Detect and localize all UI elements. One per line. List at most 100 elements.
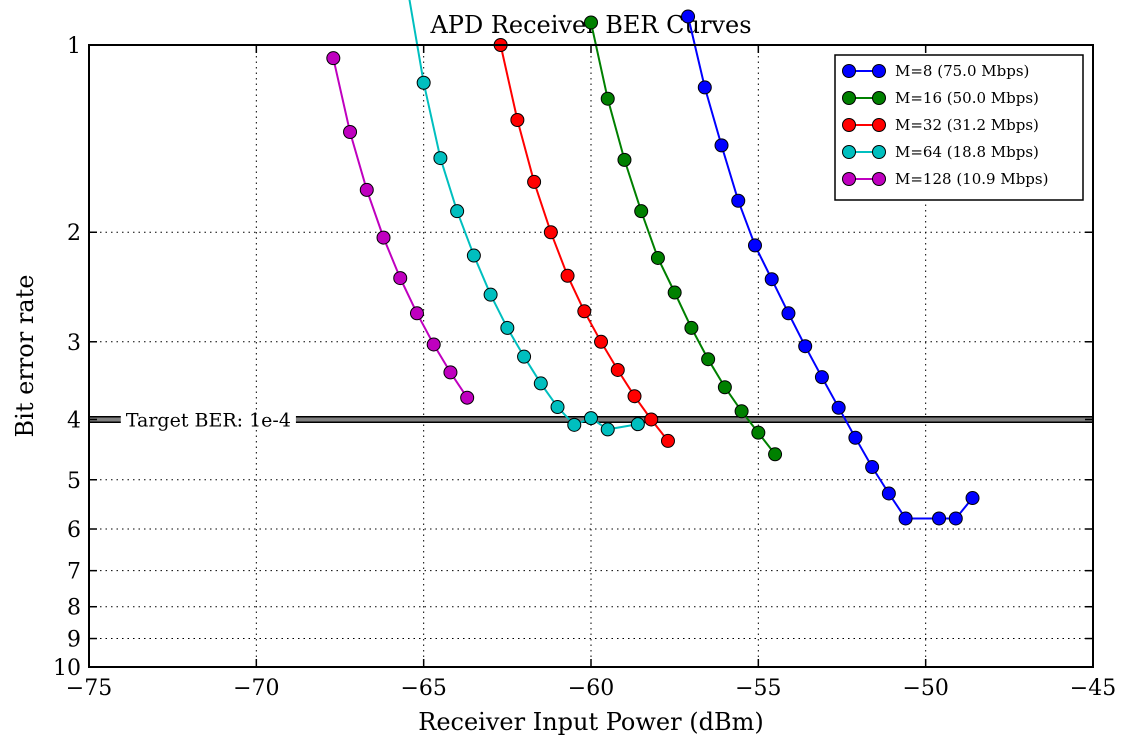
legend-entry: M=16 (50.0 Mbps) (842, 89, 1039, 107)
reference-line-label: Target BER: 1e-4 (126, 409, 291, 431)
data-point (764, 272, 779, 287)
data-point (768, 447, 783, 462)
data-point (577, 304, 592, 319)
y-tick-label: 9 (67, 628, 81, 653)
legend-marker (872, 118, 886, 132)
legend-marker (842, 91, 856, 105)
data-point (717, 380, 732, 395)
legend-marker (872, 64, 886, 78)
reference-label-bg (120, 414, 296, 425)
reference-line-group: Target BER: 1e-4 (89, 409, 1093, 431)
data-point (734, 404, 749, 419)
data-point (426, 337, 441, 352)
legend-marker (872, 145, 886, 159)
ticks: −75 −70 −65 −60 −55 −50 −45 1 2 3 4 5 6 7 8 9 10 (53, 34, 1116, 701)
data-point (948, 511, 963, 526)
data-point (584, 15, 598, 30)
data-point (594, 334, 609, 349)
legend-label: M=64 (18.8 Mbps) (895, 143, 1039, 161)
data-point (965, 491, 980, 506)
data-point (466, 248, 481, 263)
y-tick-label: 2 (67, 221, 81, 246)
data-point (667, 285, 682, 300)
data-point (798, 339, 813, 354)
legend-marker (842, 64, 856, 78)
data-point (617, 152, 632, 167)
x-tick-label: −70 (233, 676, 279, 701)
data-point (630, 417, 645, 432)
y-tick-label: 6 (67, 518, 81, 543)
y-tick-label: 8 (67, 596, 81, 621)
legend: M=8 (75.0 Mbps) M=16 (50.0 Mbps) M=32 (31.… (834, 54, 1084, 201)
data-point (460, 390, 475, 405)
data-point (610, 362, 625, 377)
data-point (600, 91, 615, 106)
data-point (416, 75, 431, 90)
y-tick-label: 3 (67, 331, 81, 356)
data-point (600, 422, 615, 437)
legend-entry: M=64 (18.8 Mbps) (842, 143, 1039, 161)
series-2 (493, 38, 675, 448)
y-tick-label: 1 (67, 34, 81, 59)
data-point (714, 138, 729, 153)
x-tick-label: −75 (66, 676, 112, 701)
data-point (343, 125, 358, 140)
data-point (731, 193, 746, 208)
y-tick-label: 5 (67, 469, 81, 494)
series-3 (408, 0, 645, 437)
data-point (831, 400, 846, 415)
data-point (701, 352, 716, 367)
data-point (409, 306, 424, 321)
x-tick-label: −60 (568, 676, 614, 701)
legend-marker (842, 118, 856, 132)
x-tick-label: −65 (400, 676, 446, 701)
data-point (681, 9, 696, 24)
series-line (332, 57, 469, 399)
data-point (865, 460, 880, 475)
data-point (781, 306, 796, 321)
x-tick-label: −50 (902, 676, 948, 701)
data-point (644, 412, 659, 427)
data-point (500, 320, 515, 335)
series-group (326, 0, 980, 526)
legend-label: M=8 (75.0 Mbps) (895, 62, 1029, 80)
data-point (326, 51, 341, 66)
data-point (560, 268, 575, 283)
data-point (450, 204, 465, 219)
legend-label: M=128 (10.9 Mbps) (895, 170, 1048, 188)
data-point (660, 433, 675, 448)
legend-entry: M=32 (31.2 Mbps) (842, 116, 1039, 134)
series-line (590, 22, 776, 455)
legend-label: M=16 (50.0 Mbps) (895, 89, 1039, 107)
data-point (697, 80, 712, 95)
data-point (517, 349, 532, 364)
y-tick-label: 4 (67, 408, 81, 433)
data-point (584, 411, 598, 426)
legend-marker (872, 91, 886, 105)
x-tick-label: −55 (735, 676, 781, 701)
y-tick-label: 10 (53, 656, 81, 681)
data-point (443, 365, 458, 380)
legend-marker (842, 172, 856, 186)
data-point (881, 486, 896, 501)
legend-marker (872, 172, 886, 186)
y-tick-label: 7 (67, 560, 81, 585)
y-axis-label: Bit error rate (11, 275, 39, 438)
legend-entry: M=8 (75.0 Mbps) (842, 62, 1029, 80)
data-point (533, 376, 548, 391)
series-line (499, 44, 669, 442)
x-axis-label: Receiver Input Power (dBm) (418, 708, 763, 736)
data-point (483, 287, 498, 302)
series-line (408, 0, 639, 431)
data-point (684, 320, 699, 335)
data-point (650, 250, 665, 265)
legend-entry: M=128 (10.9 Mbps) (842, 170, 1048, 188)
data-point (393, 271, 408, 286)
x-tick-label: −45 (1070, 676, 1116, 701)
data-point (848, 430, 863, 445)
data-point (814, 370, 829, 385)
data-point (359, 182, 374, 197)
legend-marker (842, 145, 856, 159)
data-point (751, 425, 766, 440)
